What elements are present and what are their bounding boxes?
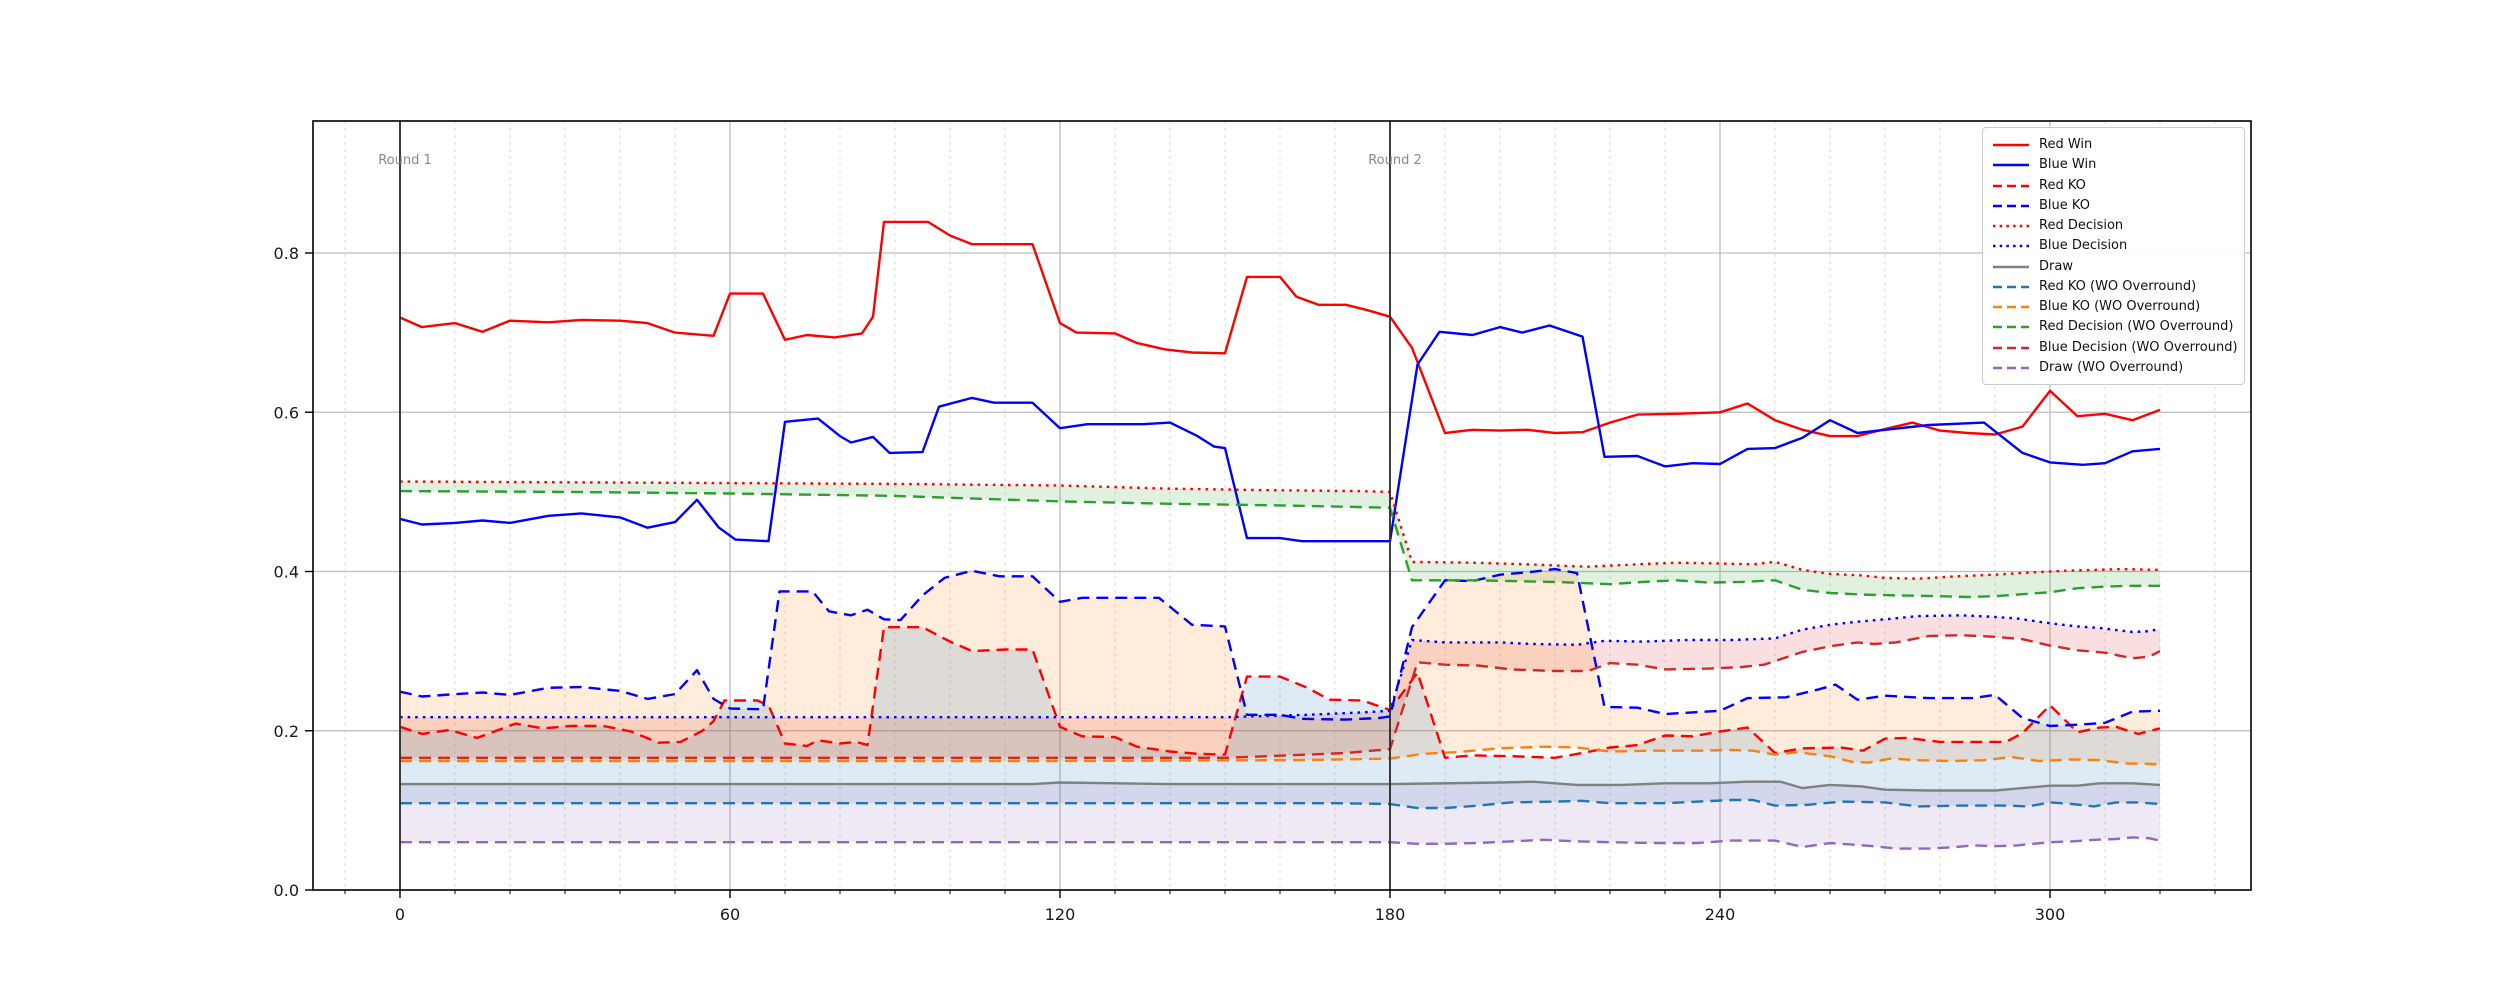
legend-line-sample-red-decision — [1993, 224, 2029, 228]
series-draw-line — [400, 780, 2161, 792]
legend-item-red-win: Red Win — [1992, 135, 2236, 155]
fill-red-ko-band — [400, 627, 2160, 808]
x-tick-label: 300 — [2035, 905, 2066, 924]
series-red-decision-line — [399, 480, 2161, 580]
legend-item-label: Draw (WO Overround) — [2039, 359, 2184, 375]
series-red-decision-wo-line — [399, 489, 2160, 599]
legend-line-sample-red-ko-wo — [1993, 285, 2029, 289]
legend-item-label: Blue Decision — [2039, 238, 2128, 254]
round-1-annotation: Round 1 — [378, 153, 432, 168]
series-blue-decision-line — [400, 614, 2161, 719]
axes: 0 60 120 180 240 300 0.0 0.2 0.4 0.6 0.8 — [274, 120, 2252, 924]
legend-line-sample-blue-decision-wo — [1993, 346, 2029, 349]
legend-item-label: Blue Decision (WO Overround) — [2039, 339, 2238, 355]
y-tick-label: 0.8 — [274, 244, 299, 263]
y-tick-label: 0.4 — [274, 563, 299, 582]
legend-item-red-ko: Red KO — [1992, 176, 2236, 196]
legend-item-blue-win: Blue Win — [1992, 155, 2236, 175]
series-red-ko-line — [399, 626, 2161, 759]
legend-line-sample-blue-win — [1993, 164, 2029, 167]
legend-item-label: Red Win — [2039, 137, 2093, 152]
x-tick-label: 180 — [1375, 905, 1406, 924]
legend-item-label: Draw — [2039, 258, 2073, 274]
legend-item-label: Blue Win — [2039, 157, 2097, 173]
x-tick-label: 240 — [1705, 905, 1736, 924]
series-blue-ko-line — [399, 567, 2161, 728]
series-blue-decision-wo-line — [400, 634, 2161, 759]
legend-item-label: Blue KO (WO Overround) — [2039, 299, 2201, 315]
legend-item-blue-decision: Blue Decision — [1992, 236, 2236, 256]
fill-red-decision-band — [400, 481, 2160, 597]
legend-item-red-ko-wo: Red KO (WO Overround) — [1992, 277, 2236, 297]
x-tick-label: 120 — [1045, 905, 1076, 924]
legend-line-sample-draw-wo — [1993, 366, 2029, 370]
legend-item-label: Blue KO — [2039, 197, 2090, 213]
legend-line-sample-red-ko — [1993, 184, 2029, 187]
plot-border — [312, 120, 2252, 891]
legend-line-sample-red-win — [1993, 143, 2029, 147]
fill-blue-decision-band — [400, 615, 2160, 758]
y-tick-label: 0.0 — [274, 881, 299, 900]
legend-item-red-decision-wo: Red Decision (WO Overround) — [1992, 317, 2236, 337]
legend-item-draw-wo: Draw (WO Overround) — [1992, 358, 2236, 378]
legend-item-blue-ko: Blue KO — [1992, 196, 2236, 216]
legend-item-blue-ko-wo: Blue KO (WO Overround) — [1992, 297, 2236, 317]
legend-item-blue-decision-wo: Blue Decision (WO Overround) — [1992, 338, 2238, 358]
x-tick-label: 0 — [395, 905, 405, 924]
legend-item-draw: Draw — [1992, 257, 2236, 277]
round-2-annotation: Round 2 — [1368, 153, 1422, 168]
fill-draw-band — [400, 781, 2160, 849]
legend-item-label: Red Decision — [2039, 218, 2124, 234]
y-tick-label: 0.2 — [274, 722, 299, 741]
fill-blue-ko-band — [400, 569, 2160, 765]
series-red-ko-wo-line — [400, 798, 2161, 810]
legend-line-sample-blue-ko — [1993, 204, 2029, 207]
legend-line-sample-red-decision-wo — [1993, 326, 2029, 329]
fill-bands — [400, 481, 2160, 849]
series-draw-wo-line — [400, 836, 2161, 850]
legend-item-label: Red KO — [2039, 177, 2086, 193]
legend-line-sample-blue-decision — [1993, 245, 2029, 248]
series-lines — [399, 220, 2161, 850]
y-tick-label: 0.6 — [274, 403, 299, 422]
legend-line-sample-draw — [1993, 265, 2029, 268]
legend-line-sample-blue-ko-wo — [1993, 305, 2029, 309]
x-tick-label: 60 — [720, 905, 740, 924]
legend-item-label: Red Decision (WO Overround) — [2039, 319, 2234, 335]
legend-item-red-decision: Red Decision — [1992, 216, 2236, 236]
legend: Red Win Blue Win Red KO Blue KO Red Decision… — [1982, 127, 2245, 385]
legend-item-label: Red KO (WO Overround) — [2039, 278, 2197, 294]
series-blue-win-line — [399, 324, 2161, 543]
